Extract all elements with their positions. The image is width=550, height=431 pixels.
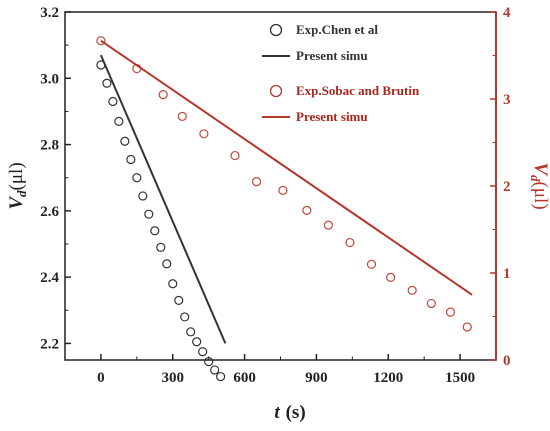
sobac-data-point bbox=[230, 150, 240, 161]
chen-data-point bbox=[198, 347, 208, 357]
chen-data-point bbox=[216, 371, 226, 382]
right-simulation-line bbox=[100, 39, 473, 296]
x-tick-label: 600 bbox=[233, 370, 256, 386]
x-tick-label: 900 bbox=[305, 370, 328, 386]
chen-data-point bbox=[162, 259, 172, 269]
legend-marker bbox=[269, 84, 283, 98]
left-series-layer bbox=[96, 54, 227, 382]
chen-data-point bbox=[186, 327, 196, 337]
left-axis-title: Vd(μl) bbox=[6, 162, 29, 209]
x-axis-title: t (s) bbox=[274, 402, 305, 423]
chen-data-point bbox=[126, 154, 136, 165]
left-simulation-line bbox=[99, 54, 227, 344]
right-tick-label: 3 bbox=[503, 92, 511, 108]
right-axis: 0 1 2 3 4 bbox=[490, 5, 511, 369]
legend-marker bbox=[269, 23, 283, 37]
sobac-data-point bbox=[366, 259, 377, 269]
right-tick-label: 1 bbox=[503, 266, 511, 282]
right-axis-title: Vd(μl) bbox=[528, 162, 550, 209]
right-tick-label: 4 bbox=[503, 5, 511, 21]
x-tick-label: 1200 bbox=[373, 370, 403, 386]
chen-data-point bbox=[192, 337, 202, 347]
chen-data-point bbox=[144, 209, 154, 219]
legend-label: Exp.Sobac and Brutin bbox=[296, 83, 420, 98]
chen-data-point bbox=[168, 279, 178, 289]
chen-data-point bbox=[174, 295, 184, 305]
chen-data-point bbox=[114, 116, 124, 126]
x-axis-unit: (s) bbox=[286, 402, 306, 423]
legend: Exp.Chen et al Present simu Exp.Sobac and … bbox=[262, 22, 420, 124]
left-tick-label: 2.8 bbox=[40, 138, 59, 154]
right-axis-var: V bbox=[530, 162, 550, 176]
left-tick-label: 3.2 bbox=[40, 5, 59, 21]
chen-data-point bbox=[138, 191, 148, 201]
left-axis-unit: (μl) bbox=[6, 162, 27, 190]
sobac-data-point bbox=[251, 177, 262, 187]
right-tick-label: 0 bbox=[503, 353, 511, 369]
left-axis-sub: d bbox=[14, 190, 29, 197]
left-axis-var: V bbox=[6, 196, 27, 210]
right-series-layer bbox=[96, 36, 473, 332]
legend-label: Present simu bbox=[296, 109, 368, 124]
sobac-data-point bbox=[278, 185, 288, 195]
chen-data-point bbox=[102, 78, 112, 88]
left-tick-label: 2.6 bbox=[40, 204, 59, 220]
right-tick-label: 2 bbox=[503, 179, 511, 195]
x-axis-var: t bbox=[274, 402, 280, 423]
left-tick-label: 2.2 bbox=[40, 336, 59, 352]
x-tick-label: 0 bbox=[97, 370, 105, 386]
sobac-data-point bbox=[345, 237, 355, 248]
chen-data-point bbox=[150, 226, 160, 236]
left-tick-label: 3.0 bbox=[40, 71, 59, 87]
sobac-data-point bbox=[462, 322, 472, 332]
chen-data-point bbox=[108, 96, 118, 107]
sobac-data-point bbox=[323, 220, 333, 230]
legend-label: Exp.Chen et al bbox=[296, 22, 378, 37]
right-axis-sub: d bbox=[528, 175, 543, 182]
x-axis: 0 300 600 900 1200 1500 bbox=[97, 354, 475, 386]
sobac-data-point bbox=[426, 298, 436, 309]
sobac-data-point bbox=[158, 90, 168, 100]
sobac-data-point bbox=[386, 272, 396, 282]
x-tick-label: 1500 bbox=[445, 370, 475, 386]
chen-data-point bbox=[132, 173, 142, 183]
chen-data-point bbox=[120, 136, 130, 146]
sobac-data-point bbox=[199, 129, 209, 139]
chen-data-point bbox=[180, 312, 190, 322]
sobac-data-point bbox=[445, 307, 456, 317]
sobac-data-point bbox=[96, 36, 106, 46]
right-axis-unit: (μl) bbox=[530, 182, 550, 210]
x-tick-label: 300 bbox=[162, 370, 185, 386]
left-tick-label: 2.4 bbox=[40, 270, 59, 286]
sobac-data-point bbox=[177, 111, 187, 122]
sobac-data-point bbox=[302, 205, 312, 215]
legend-label: Present simu bbox=[296, 48, 368, 63]
chen-data-point bbox=[210, 365, 220, 375]
chen-data-point bbox=[156, 242, 166, 252]
sobac-data-point bbox=[407, 285, 417, 295]
left-axis: 2.2 2.4 2.6 2.8 3.0 3.2 bbox=[40, 5, 71, 352]
